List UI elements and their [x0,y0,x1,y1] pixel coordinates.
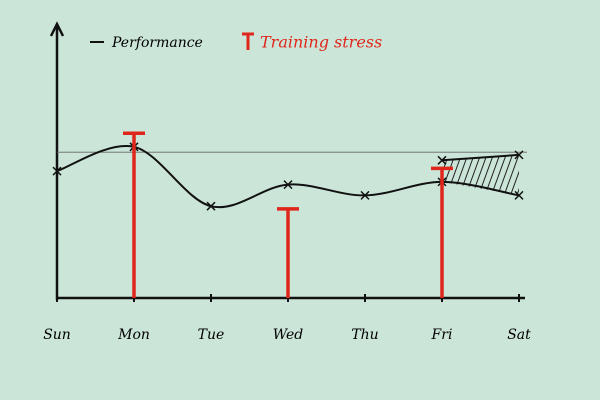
x-tick-label: Mon [117,327,150,343]
line [441,153,520,162]
point-marker [52,166,62,176]
legend-label: Training stress [260,33,382,52]
point-marker [514,190,524,200]
legend: Performance Training stress [90,32,382,52]
y-axis-arrow [49,21,65,37]
hatched-area [442,154,519,196]
training-stress-marker [431,166,453,298]
x-tick-label: Wed [273,327,304,343]
x-tick-label: Sun [43,327,71,343]
x-tick-label: Tue [198,327,225,343]
legend-swatch [242,32,254,50]
point-marker [206,201,216,211]
training-stress-marker [277,207,299,298]
point-marker [360,190,370,200]
point-marker [514,150,524,160]
point-marker [283,180,293,190]
training-stress-marker [123,131,145,298]
x-tick-label: Fri [431,327,453,343]
x-tick-label: Thu [351,327,378,343]
legend-label: Performance [111,35,203,51]
x-tick-label: Sat [507,327,531,343]
point-marker [437,155,447,165]
